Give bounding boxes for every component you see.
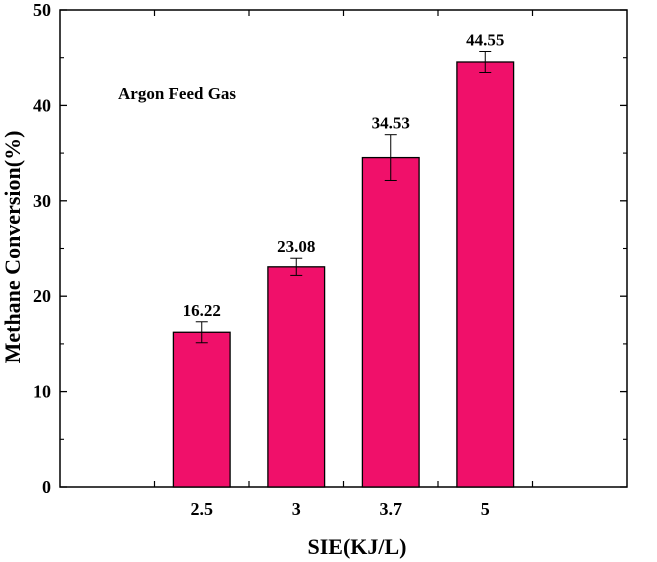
data-label: 34.53 xyxy=(372,114,410,133)
y-axis-title: Methane Conversion(%) xyxy=(0,131,25,364)
data-label: 23.08 xyxy=(277,237,315,256)
bar xyxy=(456,61,515,488)
bar xyxy=(172,331,231,488)
bar xyxy=(267,266,326,488)
x-tick-label: 5 xyxy=(481,499,490,519)
data-label: 16.22 xyxy=(183,301,221,320)
plot-frame xyxy=(59,9,628,488)
y-tick-label: 0 xyxy=(42,477,51,497)
y-tick-label: 10 xyxy=(33,382,51,402)
x-tick-label: 2.5 xyxy=(191,499,214,519)
x-tick-label: 3 xyxy=(292,499,301,519)
y-tick-label: 40 xyxy=(33,95,51,115)
annotation-text: Argon Feed Gas xyxy=(118,84,236,103)
bar xyxy=(361,156,420,488)
x-axis: 2.5 3 3.7 5 xyxy=(153,10,534,519)
y-axis: 0 10 20 30 40 50 xyxy=(33,0,627,497)
x-axis-title: SIE(KJ/L) xyxy=(307,534,406,559)
x-tick-label: 3.7 xyxy=(380,499,403,519)
bars: 16.22 23.08 34.53 44.55 xyxy=(172,30,515,488)
y-tick-label: 20 xyxy=(33,286,51,306)
plot-border xyxy=(59,9,628,488)
y-tick-label: 30 xyxy=(33,191,51,211)
y-tick-label: 50 xyxy=(33,0,51,20)
data-label: 44.55 xyxy=(466,30,504,49)
